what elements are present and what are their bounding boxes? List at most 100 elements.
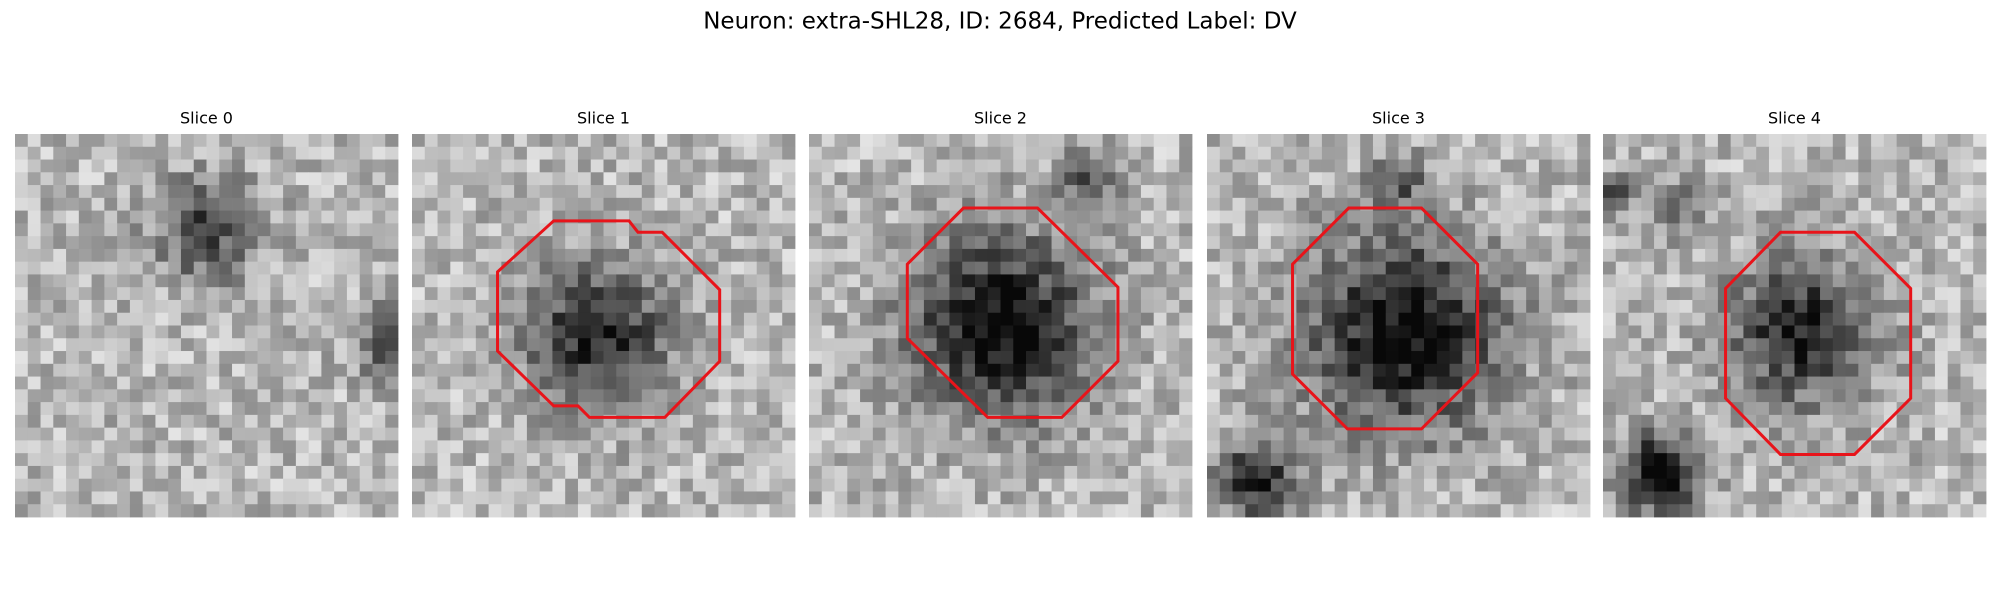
pixel [155, 134, 169, 148]
pixel [1781, 248, 1795, 263]
pixel [1385, 159, 1399, 173]
pixel [756, 351, 770, 365]
pixel [346, 274, 361, 288]
pixel [1000, 159, 1014, 173]
pixel [641, 312, 655, 326]
pixel [1347, 427, 1361, 441]
pixel [1296, 274, 1310, 288]
pixel [1283, 389, 1297, 403]
pixel [450, 274, 464, 288]
pixel [821, 427, 835, 441]
pixel [270, 185, 284, 199]
pixel [1064, 338, 1078, 352]
pixel [1538, 414, 1553, 429]
pixel [1781, 159, 1795, 173]
pixel [1000, 185, 1014, 199]
pixel [27, 197, 41, 211]
pixel [1334, 440, 1348, 454]
pixel [1934, 325, 1949, 339]
pixel [1807, 146, 1821, 160]
pixel [1385, 440, 1399, 454]
pixel [1666, 414, 1680, 429]
pixel [1717, 261, 1732, 275]
pixel [232, 453, 246, 467]
pixel [66, 248, 80, 263]
pixel [257, 389, 271, 403]
pixel [1909, 159, 1923, 173]
pixel [552, 236, 566, 250]
pixel [1730, 338, 1744, 352]
pixel [1398, 134, 1412, 148]
pixel [385, 236, 399, 250]
pixel [1334, 389, 1348, 403]
pixel [15, 185, 29, 199]
pixel [872, 312, 886, 326]
pixel [437, 440, 451, 454]
pixel [1807, 172, 1821, 186]
pixel [1628, 159, 1642, 173]
pixel [1909, 351, 1923, 365]
pixel [155, 389, 169, 403]
pixel [372, 261, 386, 275]
pixel [15, 453, 29, 467]
pixel [1051, 248, 1065, 263]
pixel [53, 504, 67, 518]
pixel [1628, 491, 1642, 505]
pixel [437, 236, 451, 250]
pixel [1270, 427, 1284, 441]
pixel [1232, 223, 1246, 237]
pixel [756, 325, 770, 339]
pixel [1140, 210, 1155, 224]
pixel [1232, 453, 1246, 467]
pixel [1615, 465, 1629, 480]
pixel [1705, 402, 1719, 416]
pixel [1102, 453, 1116, 467]
pixel [987, 402, 1001, 416]
pixel [1102, 351, 1116, 365]
pixel [1051, 287, 1065, 301]
pixel [1077, 172, 1091, 186]
pixel [1768, 210, 1783, 224]
pixel [731, 223, 745, 237]
pixel [1360, 376, 1374, 390]
pixel [412, 261, 426, 275]
pixel [1551, 134, 1565, 148]
pixel [1500, 338, 1514, 352]
pixel [53, 299, 67, 314]
pixel [1449, 146, 1463, 160]
pixel [40, 236, 54, 250]
pixel [667, 414, 681, 429]
pixel [1641, 172, 1655, 186]
pixel [501, 210, 515, 224]
pixel [78, 274, 92, 288]
pixel [1487, 504, 1502, 518]
pixel [1411, 223, 1425, 237]
pixel [40, 172, 54, 186]
pixel [1179, 389, 1193, 403]
pixel [680, 134, 694, 148]
pixel [372, 351, 386, 365]
pixel [1347, 274, 1361, 288]
pixel [244, 248, 258, 263]
pixel [142, 223, 156, 237]
pixel [1296, 185, 1310, 199]
pixel [1321, 261, 1336, 275]
pixel [923, 210, 938, 224]
pixel [1922, 274, 1936, 288]
pixel [1551, 491, 1565, 505]
pixel [718, 491, 732, 505]
pixel [1166, 478, 1180, 492]
pixel [1013, 134, 1027, 148]
pixel [1858, 376, 1872, 390]
pixel [295, 287, 310, 301]
pixel [1564, 287, 1578, 301]
pixel [219, 440, 233, 454]
pixel [1309, 376, 1323, 390]
pixel [206, 504, 220, 518]
pixel [1820, 351, 1834, 365]
pixel [1232, 236, 1246, 250]
slice-image [1603, 134, 1987, 518]
pixel [488, 363, 502, 377]
pixel [437, 248, 451, 263]
pixel [1807, 261, 1821, 275]
